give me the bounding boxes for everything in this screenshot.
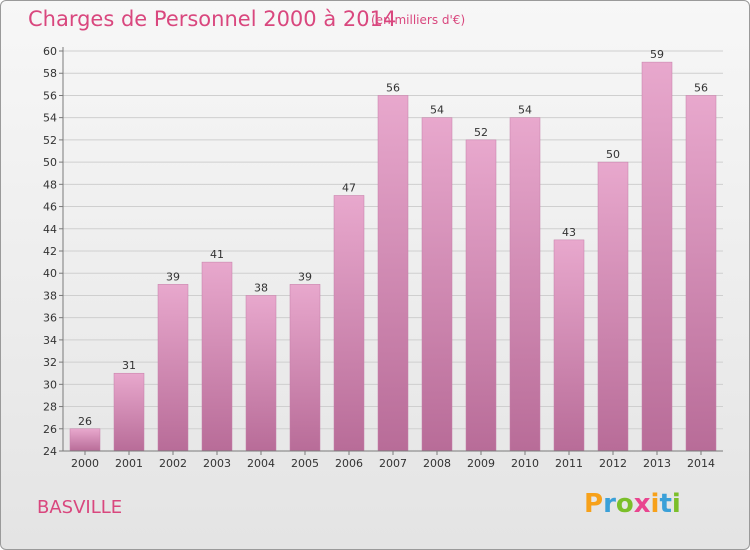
proxiti-logo: Proxiti xyxy=(584,489,681,519)
bar-2000 xyxy=(69,428,101,452)
bar-2005 xyxy=(289,284,321,452)
y-tick-label: 60 xyxy=(43,45,57,58)
x-tick-label-2013: 2013 xyxy=(643,457,671,470)
data-label-2013: 59 xyxy=(650,48,664,61)
data-label-2004: 38 xyxy=(254,281,268,294)
x-tick-label-2007: 2007 xyxy=(379,457,407,470)
y-tick-label: 26 xyxy=(43,423,57,436)
y-tick-label: 48 xyxy=(43,178,57,191)
chart-subtitle: (en milliers d'€) xyxy=(371,13,466,27)
logo-letter: r xyxy=(603,489,616,519)
logo-letter: x xyxy=(633,489,651,519)
y-tick-label: 36 xyxy=(43,312,57,325)
y-tick-label: 52 xyxy=(43,134,57,147)
x-tick-label-2000: 2000 xyxy=(71,457,99,470)
y-tick-label: 38 xyxy=(43,289,57,302)
bar-2013 xyxy=(641,61,673,452)
data-label-2011: 43 xyxy=(562,226,576,239)
logo-letter: P xyxy=(584,489,604,519)
bars xyxy=(69,61,717,452)
data-label-2014: 56 xyxy=(694,81,708,94)
bar-2003 xyxy=(201,261,233,452)
y-tick-label: 54 xyxy=(43,112,57,125)
data-label-2007: 56 xyxy=(386,81,400,94)
chart-title: Charges de Personnel 2000 à 2014 xyxy=(28,7,397,31)
y-tick-label: 46 xyxy=(43,201,57,214)
bar-2014 xyxy=(685,95,717,452)
x-tick-label-2002: 2002 xyxy=(159,457,187,470)
y-tick-label: 32 xyxy=(43,356,57,369)
data-label-2001: 31 xyxy=(122,359,136,372)
x-tick-label-2014: 2014 xyxy=(687,457,715,470)
y-tick-label: 40 xyxy=(43,267,57,280)
data-label-2003: 41 xyxy=(210,248,224,261)
logo-letter: i xyxy=(650,489,660,519)
y-tick-label: 28 xyxy=(43,401,57,414)
data-label-2005: 39 xyxy=(298,270,312,283)
bar-2001 xyxy=(113,372,145,452)
data-label-2010: 54 xyxy=(518,104,532,117)
logo-letter: t xyxy=(659,489,672,519)
bar-2010 xyxy=(509,117,541,452)
y-tick-label: 56 xyxy=(43,89,57,102)
x-tick-label-2012: 2012 xyxy=(599,457,627,470)
logo-letter: o xyxy=(615,489,634,519)
logo-letter: i xyxy=(671,489,681,519)
bar-2004 xyxy=(245,295,277,452)
data-label-2000: 26 xyxy=(78,415,92,428)
bar-2002 xyxy=(157,284,189,452)
commune-name: BASVILLE xyxy=(37,497,123,518)
x-tick-label-2004: 2004 xyxy=(247,457,275,470)
bar-2006 xyxy=(333,195,365,452)
bar-2011 xyxy=(553,239,585,452)
x-tick-label-2006: 2006 xyxy=(335,457,363,470)
bar-2008 xyxy=(421,117,453,452)
y-tick-label: 42 xyxy=(43,245,57,258)
y-tick-label: 50 xyxy=(43,156,57,169)
axes xyxy=(59,47,723,455)
x-tick-label-2010: 2010 xyxy=(511,457,539,470)
data-label-2009: 52 xyxy=(474,126,488,139)
y-tick-label: 34 xyxy=(43,334,57,347)
x-tick-label-2005: 2005 xyxy=(291,457,319,470)
data-label-2012: 50 xyxy=(606,148,620,161)
y-tick-label: 44 xyxy=(43,223,57,236)
data-label-2006: 47 xyxy=(342,181,356,194)
y-tick-label: 24 xyxy=(43,445,57,458)
data-label-2008: 54 xyxy=(430,104,444,117)
x-tick-label-2003: 2003 xyxy=(203,457,231,470)
x-tick-label-2008: 2008 xyxy=(423,457,451,470)
y-tick-label: 30 xyxy=(43,378,57,391)
y-tick-label: 58 xyxy=(43,67,57,80)
x-tick-label-2011: 2011 xyxy=(555,457,583,470)
x-tick-label-2009: 2009 xyxy=(467,457,495,470)
bar-2009 xyxy=(465,139,497,452)
bar-2012 xyxy=(597,161,629,452)
data-label-2002: 39 xyxy=(166,270,180,283)
x-tick-label-2001: 2001 xyxy=(115,457,143,470)
bar-2007 xyxy=(377,95,409,452)
labels: 24 26 28 30 32 34 36 38 40 42 44 46 48 50 52 54 56 58 60 26… xyxy=(43,45,715,470)
